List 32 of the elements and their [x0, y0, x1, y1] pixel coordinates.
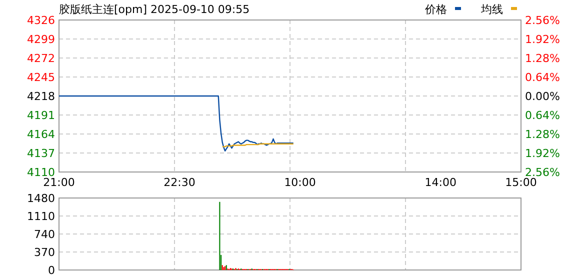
y2-tick-label: 1.92% — [525, 33, 560, 46]
y2-tick-label: 1.28% — [525, 52, 560, 65]
x-tick-label: 14:00 — [424, 176, 457, 189]
y-tick-label: 740 — [34, 228, 55, 241]
y-tick-label: 4326 — [27, 14, 55, 27]
x-tick-label: 22:30 — [164, 176, 196, 189]
y-tick-label: 4137 — [27, 147, 55, 160]
y-tick-label: 4245 — [27, 71, 55, 84]
legend-label: 价格 — [424, 3, 447, 16]
y-tick-label: 4191 — [27, 109, 55, 122]
line-series — [58, 95, 294, 152]
y-tick-label: 0 — [48, 264, 55, 276]
y-tick-label: 4218 — [27, 90, 55, 103]
y-tick-label: 370 — [34, 246, 55, 259]
legend-label: 均线 — [480, 3, 503, 16]
x-tick-label: 21:00 — [43, 176, 75, 189]
y2-tick-label: 0.00% — [525, 90, 560, 103]
y2-tick-label: 1.28% — [525, 128, 560, 141]
y2-tick-label: 1.92% — [525, 147, 560, 160]
y-tick-label: 1110 — [27, 210, 55, 223]
chart-title: 胶版纸主连[opm] 2025-09-10 09:55 — [59, 3, 250, 16]
y-tick-label: 1480 — [27, 192, 55, 205]
x-tick-label: 10:00 — [284, 176, 316, 189]
y-tick-label: 4164 — [27, 128, 55, 141]
y2-tick-label: 0.64% — [525, 109, 560, 122]
y-tick-label: 4110 — [27, 166, 55, 179]
y2-tick-label: 2.56% — [525, 14, 560, 27]
y-tick-label: 4299 — [27, 33, 55, 46]
y2-tick-label: 2.56% — [525, 166, 560, 179]
x-tick-label: 15:00 — [505, 176, 537, 189]
y2-tick-label: 0.64% — [525, 71, 560, 84]
y-tick-label: 4272 — [27, 52, 55, 65]
